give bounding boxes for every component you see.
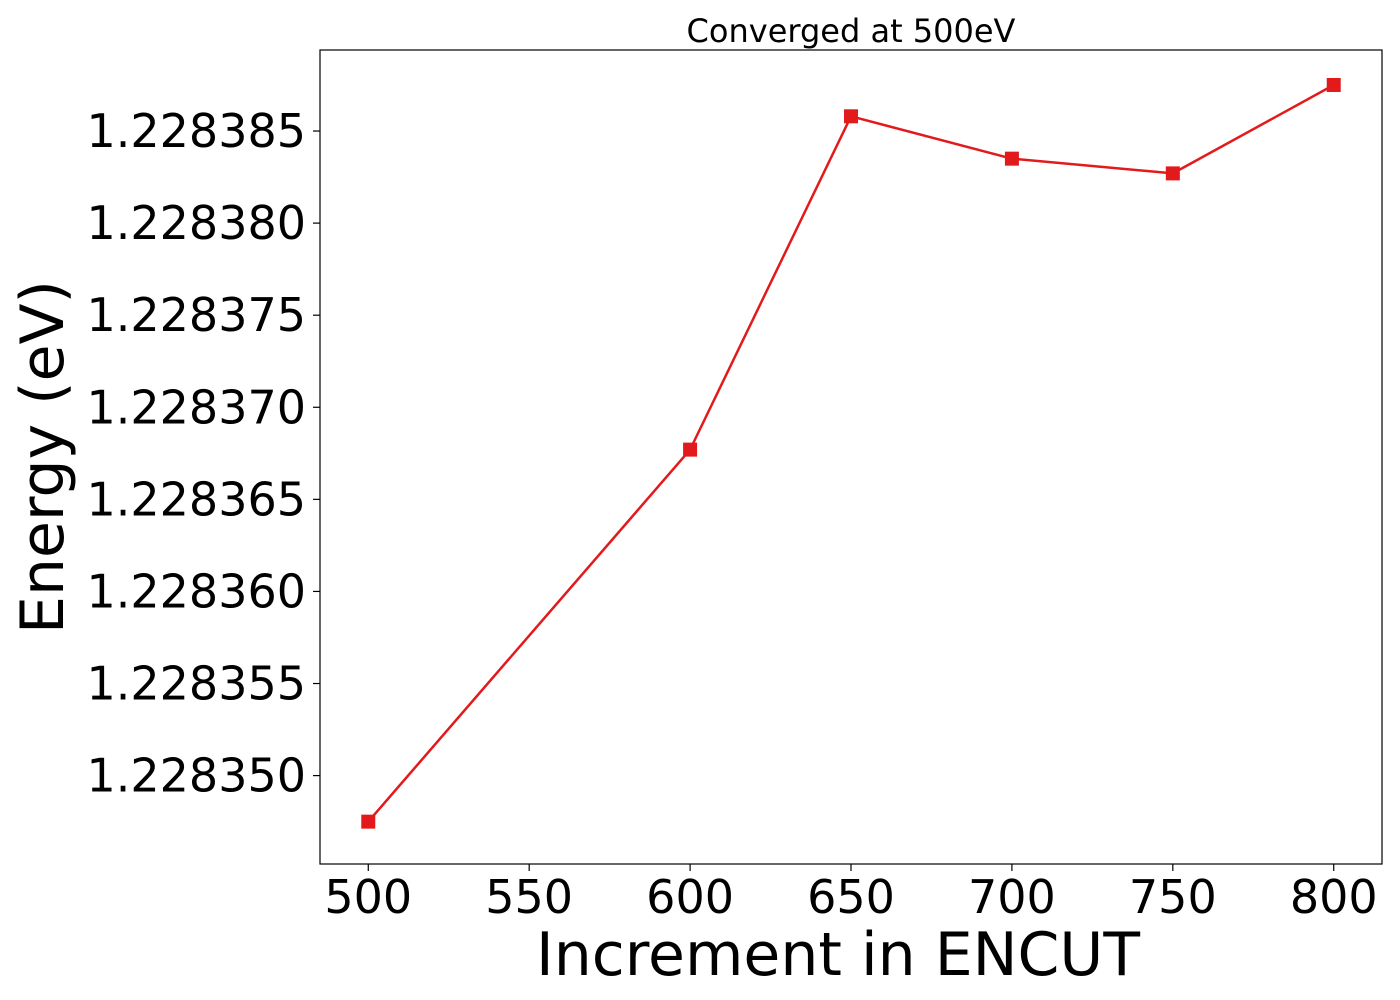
data-point-marker — [844, 109, 858, 124]
data-point-marker — [683, 442, 698, 457]
x-tick-label: 700 — [968, 870, 1056, 924]
y-tick-label: 1.228360 — [87, 564, 307, 618]
y-tick-label: 1.228350 — [87, 749, 307, 803]
y-tick-label: 1.228380 — [87, 196, 307, 250]
y-tick-label: 1.228370 — [87, 380, 307, 434]
data-point-marker — [1165, 166, 1180, 181]
series-line — [367, 83, 1335, 823]
x-axis-label: Increment in ENCUT — [536, 920, 1140, 990]
plot-frame — [319, 49, 1383, 865]
y-axis-ticks: 1.228350 1.228355 1.228360 1.228365 1.228370… — [87, 104, 320, 803]
x-tick-label: 550 — [485, 870, 573, 924]
data-point-marker — [361, 814, 376, 829]
y-tick-label: 1.228365 — [87, 472, 307, 526]
x-tick-label: 650 — [807, 870, 895, 924]
data-point-marker — [1004, 151, 1019, 166]
data-point-marker — [1326, 77, 1341, 92]
x-tick-label: 750 — [1129, 870, 1217, 924]
y-tick-label: 1.228375 — [87, 288, 307, 342]
chart-title: Converged at 500eV — [687, 12, 1016, 50]
x-tick-label: 800 — [1290, 870, 1378, 924]
x-axis-ticks: 500 550 600 650 700 750 800 — [324, 864, 1378, 924]
y-tick-label: 1.228385 — [87, 104, 307, 158]
plot-area — [361, 77, 1341, 829]
y-axis-label: Energy (eV) — [8, 280, 78, 634]
x-tick-label: 500 — [324, 870, 412, 924]
x-tick-label: 600 — [646, 870, 734, 924]
y-tick-label: 1.228355 — [87, 657, 307, 711]
